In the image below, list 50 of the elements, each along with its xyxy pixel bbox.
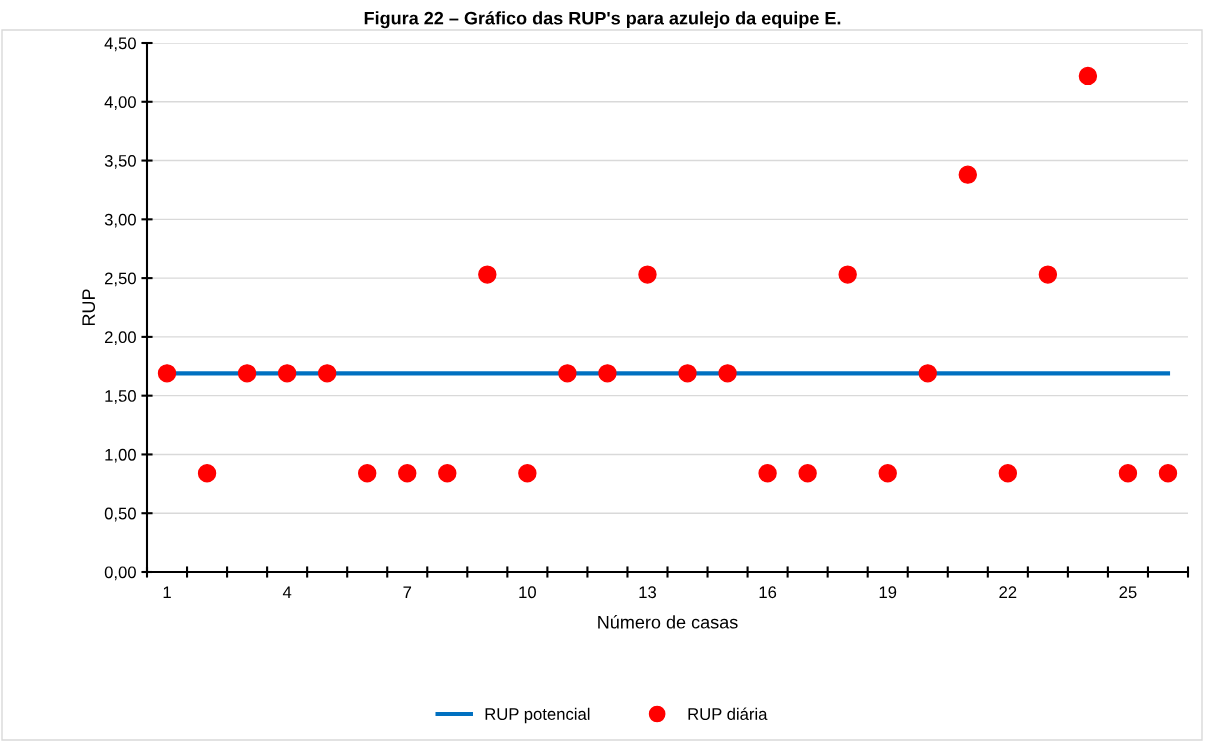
y-tick-label: 2,00 bbox=[104, 331, 136, 346]
legend-label: RUP diária bbox=[688, 707, 768, 720]
y-axis-title: RUP bbox=[82, 289, 96, 326]
point bbox=[918, 364, 937, 383]
point bbox=[157, 364, 177, 383]
x-tick-label: 25 bbox=[1119, 586, 1137, 599]
y-tick-label: 0,00 bbox=[104, 566, 136, 581]
y-tick-label: 0,50 bbox=[104, 507, 136, 522]
point bbox=[277, 364, 297, 383]
y-tick-label: 4,00 bbox=[104, 96, 136, 110]
x-tick-label: 22 bbox=[999, 586, 1017, 598]
point bbox=[798, 464, 817, 483]
point bbox=[317, 364, 337, 383]
point bbox=[758, 464, 777, 483]
point bbox=[1158, 464, 1178, 483]
point bbox=[398, 464, 417, 483]
y-tick-label: 4,50 bbox=[104, 37, 136, 52]
x-tick-label: 4 bbox=[282, 586, 292, 598]
x-tick-label: 16 bbox=[759, 586, 777, 599]
y-tick-label: 1,00 bbox=[105, 448, 136, 463]
point bbox=[878, 464, 897, 483]
y-tick-label: 3,50 bbox=[104, 154, 136, 169]
point bbox=[237, 364, 257, 383]
y-tick-label: 2,50 bbox=[104, 272, 136, 287]
point bbox=[838, 265, 857, 284]
point bbox=[438, 464, 457, 483]
x-tick-label: 7 bbox=[403, 586, 412, 598]
point bbox=[598, 364, 617, 383]
chart-title: Figura 22 – Gráfico das RUP's para azulejo da equipe E. bbox=[364, 11, 841, 29]
y-tick-label: 3,00 bbox=[104, 213, 136, 228]
x-tick-label: 1 bbox=[163, 586, 171, 598]
point bbox=[638, 265, 657, 284]
x-axis-title: Número de casas bbox=[598, 615, 738, 629]
legend-label: RUP potencial bbox=[485, 707, 590, 724]
x-tick-label: 10 bbox=[519, 586, 536, 599]
point bbox=[478, 265, 497, 284]
point bbox=[518, 464, 537, 483]
point bbox=[1118, 464, 1138, 483]
y-tick-label: 1,50 bbox=[105, 390, 136, 404]
point bbox=[1078, 66, 1098, 86]
point bbox=[1038, 265, 1058, 284]
point bbox=[958, 165, 977, 184]
point bbox=[998, 464, 1018, 483]
x-tick-label: 19 bbox=[879, 586, 897, 599]
point bbox=[558, 364, 577, 383]
point bbox=[678, 364, 697, 383]
point bbox=[718, 364, 737, 383]
point bbox=[197, 464, 217, 483]
point bbox=[358, 464, 377, 483]
x-tick-label: 13 bbox=[639, 586, 657, 599]
